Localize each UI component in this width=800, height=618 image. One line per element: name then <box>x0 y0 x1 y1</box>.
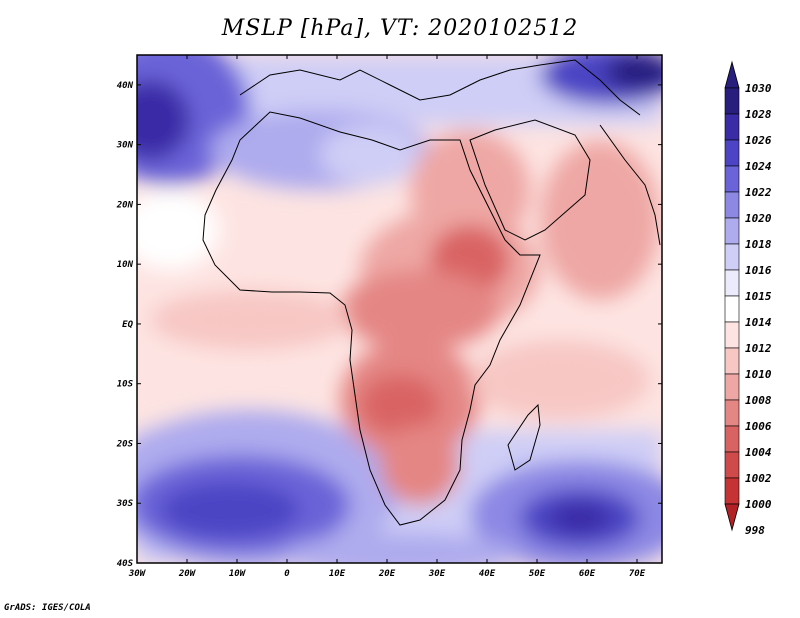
legend-swatch-1010 <box>724 347 740 375</box>
legend-label: 1014 <box>745 316 772 329</box>
lon-label: 0 <box>284 569 290 579</box>
legend-arrow-bottom <box>724 503 740 532</box>
lon-label: 30E <box>428 569 446 579</box>
legend-arrow-top <box>724 60 740 89</box>
legend-swatch-1006 <box>724 399 740 427</box>
legend-swatch-1018 <box>724 217 740 245</box>
lat-label: 20N <box>116 200 134 210</box>
legend-swatch-1024 <box>724 139 740 167</box>
india-coastline <box>599 124 661 246</box>
legend-label: 1016 <box>745 264 772 277</box>
legend-label: 1024 <box>745 160 772 173</box>
legend-swatch-1026 <box>724 113 740 141</box>
lat-label: 40N <box>117 81 134 91</box>
lon-label: 50E <box>529 569 546 579</box>
lon-label: 60E <box>579 569 596 579</box>
legend-swatch-1016 <box>724 243 740 271</box>
legend-label: 1020 <box>745 212 772 225</box>
lon-label: 40E <box>479 569 496 579</box>
legend-label: 1000 <box>745 498 772 511</box>
legend-label: 998 <box>745 524 765 537</box>
legend-swatch-1002 <box>724 451 740 479</box>
lat-label: 10S <box>117 380 134 390</box>
legend-label: 1015 <box>745 290 772 303</box>
lat-label: 20S <box>116 439 134 449</box>
legend-label: 1002 <box>745 472 772 485</box>
lon-label: 10W <box>229 569 247 579</box>
map-frame <box>136 54 663 564</box>
lon-label: 30W <box>128 569 147 579</box>
legend-label: 1022 <box>745 186 772 199</box>
legend-swatch-1020 <box>724 191 740 219</box>
legend-label: 1018 <box>745 238 772 251</box>
lat-label: 10N <box>117 260 134 270</box>
coastlines <box>202 59 661 526</box>
europe-coastline <box>239 59 641 116</box>
pressure-field <box>137 55 662 563</box>
map-title: MSLP [hPa], VT: 2020102512 <box>221 16 579 41</box>
legend-label: 1026 <box>745 134 772 147</box>
lon-label: 70E <box>629 569 646 579</box>
legend-swatch-1012 <box>724 321 740 349</box>
lon-label: 20E <box>378 569 396 579</box>
lon-label: 10E <box>329 569 346 579</box>
lat-label: EQ <box>122 320 133 330</box>
legend-swatch-1015 <box>724 269 740 297</box>
legend-swatch-1028 <box>724 87 740 115</box>
arabia-coastline <box>469 119 591 241</box>
lon-axis: 30W 20W 10W 0 10E 20E 30E 40E 50E 60E 70E <box>128 55 646 579</box>
lat-label: 30S <box>116 499 134 509</box>
legend-swatch-1014 <box>724 295 740 323</box>
color-legend: 1030 1028 1026 1024 1022 1020 1018 1016 1015 1014… <box>724 60 772 537</box>
credit-label: GrADS: IGES/COLA <box>4 603 91 613</box>
legend-label: 1028 <box>745 108 772 121</box>
legend-swatch-1022 <box>724 165 740 193</box>
lat-label: 40S <box>117 559 134 569</box>
lat-axis: 40N 30N 20N 10N EQ 10S 20S 30S 40S <box>116 81 662 569</box>
lon-label: 20W <box>178 569 197 579</box>
legend-label: 1008 <box>745 394 772 407</box>
legend-label: 1004 <box>745 446 772 459</box>
legend-label: 1012 <box>745 342 772 355</box>
madagascar-coastline <box>507 403 541 471</box>
legend-label: 1006 <box>745 420 772 433</box>
legend-swatch-1004 <box>724 425 740 453</box>
lat-label: 30N <box>116 141 134 151</box>
legend-swatch-1000 <box>724 477 740 505</box>
africa-coastline <box>202 111 541 526</box>
legend-label: 1030 <box>745 82 772 95</box>
legend-label: 1010 <box>745 368 772 381</box>
legend-swatch-1008 <box>724 373 740 401</box>
